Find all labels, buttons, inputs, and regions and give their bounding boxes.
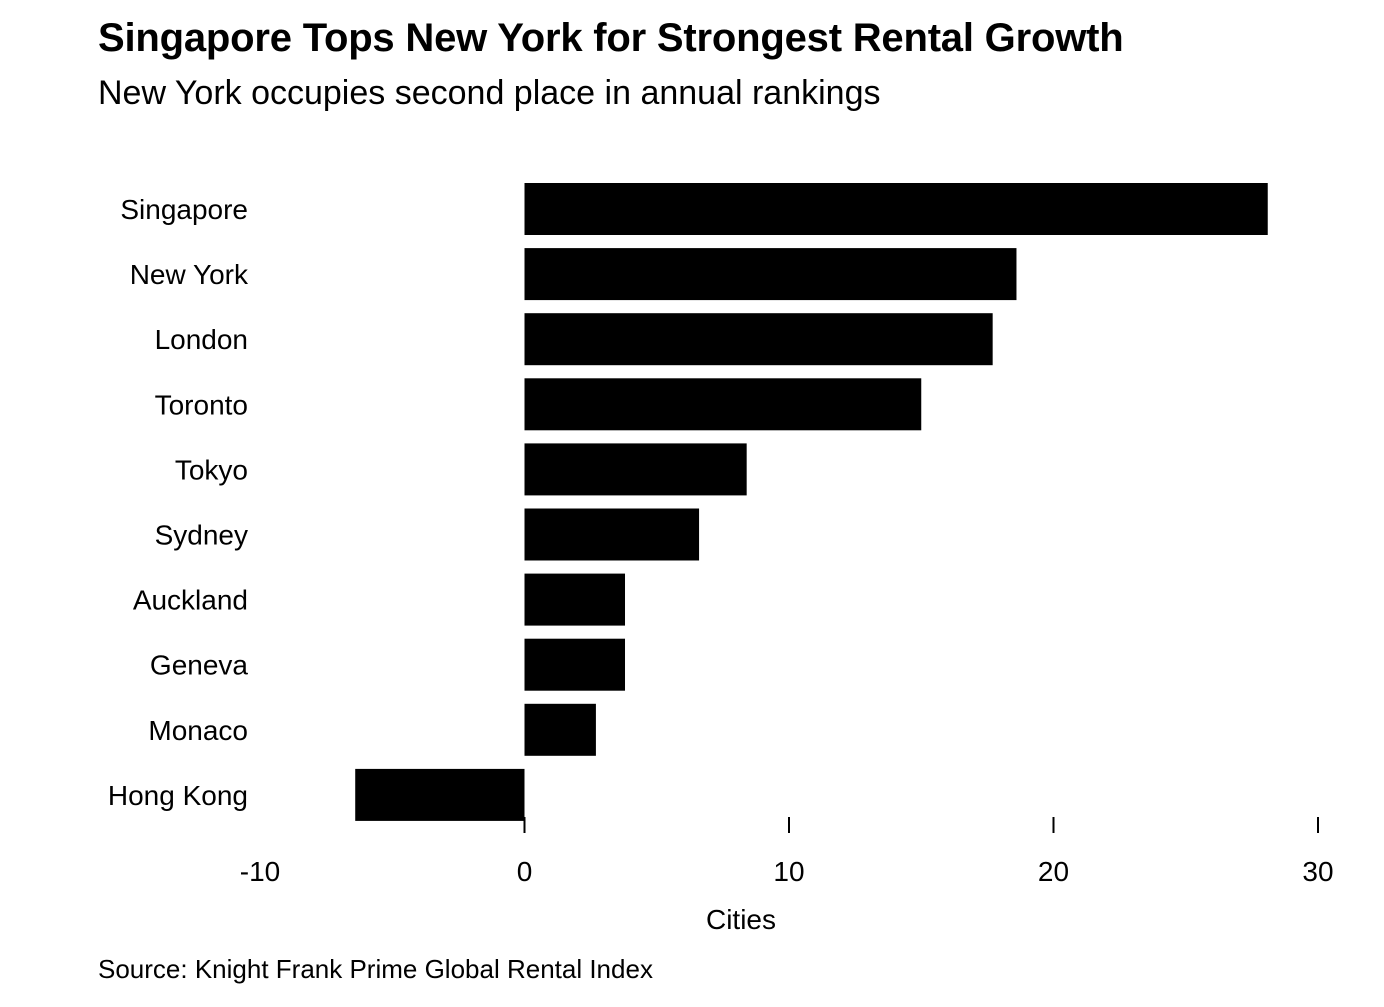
category-label: Singapore xyxy=(120,194,248,225)
category-label: Tokyo xyxy=(175,454,248,485)
x-tick-label: 20 xyxy=(1038,856,1069,887)
bar-singapore xyxy=(524,183,1268,235)
category-label: Auckland xyxy=(133,585,248,616)
x-tick-label: 30 xyxy=(1302,856,1333,887)
bar-sydney xyxy=(524,508,700,561)
bars-group xyxy=(355,183,1268,821)
x-tick-label: 0 xyxy=(517,856,533,887)
category-label: Hong Kong xyxy=(108,780,248,811)
bar-chart: Singapore New York London Toronto Tokyo Sydne… xyxy=(108,183,1334,935)
chart-title: Singapore Tops New York for Strongest Re… xyxy=(98,16,1124,60)
category-label: Geneva xyxy=(150,650,248,681)
category-label: Sydney xyxy=(155,520,248,551)
category-labels-group: Singapore New York London Toronto Tokyo Sydne… xyxy=(108,194,249,811)
chart-subtitle: New York occupies second place in annual… xyxy=(98,74,881,112)
bar-london xyxy=(524,313,993,366)
bar-geneva xyxy=(524,638,626,691)
x-axis-label: Cities xyxy=(706,904,776,935)
x-tick-label: -10 xyxy=(240,856,280,887)
bar-monaco xyxy=(524,703,596,756)
x-tick-label: 10 xyxy=(773,856,804,887)
bar-toronto xyxy=(524,378,922,431)
bar-auckland xyxy=(524,573,626,626)
category-label: Toronto xyxy=(155,389,248,420)
bar-hong-kong xyxy=(355,768,525,821)
source-note: Source: Knight Frank Prime Global Rental… xyxy=(98,954,653,984)
bar-new-york xyxy=(524,248,1017,301)
category-label: London xyxy=(155,324,248,355)
category-label: Monaco xyxy=(148,715,248,746)
x-axis-ticks-group: -10 0 10 20 30 xyxy=(240,817,1334,887)
category-label: New York xyxy=(130,259,249,290)
bar-tokyo xyxy=(524,443,747,496)
